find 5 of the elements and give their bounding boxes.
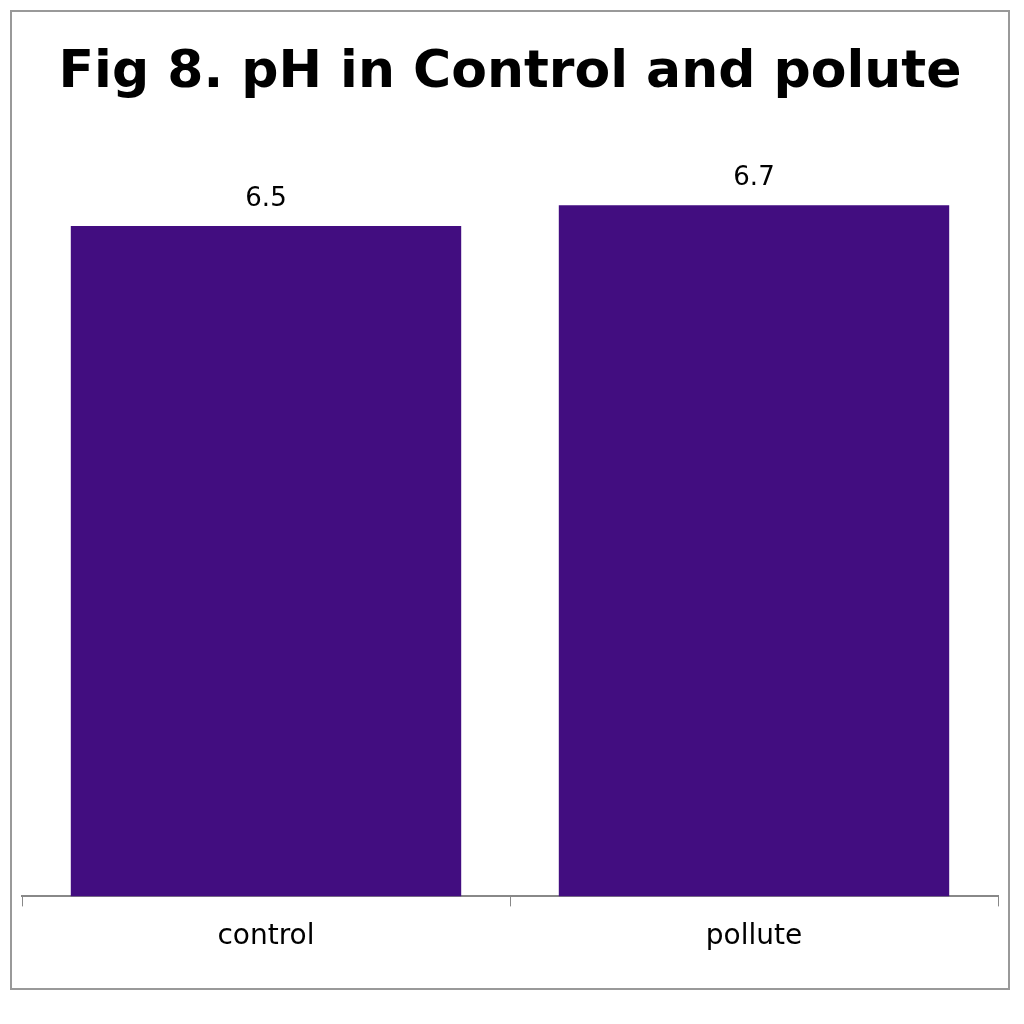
chart-title: Fig 8. pH in Control and polute <box>58 38 962 99</box>
data-label: 6.5 <box>245 181 287 212</box>
x-tick-label: pollute <box>705 918 803 952</box>
x-tick-label: control <box>217 918 315 952</box>
data-label: 6.7 <box>733 161 775 192</box>
